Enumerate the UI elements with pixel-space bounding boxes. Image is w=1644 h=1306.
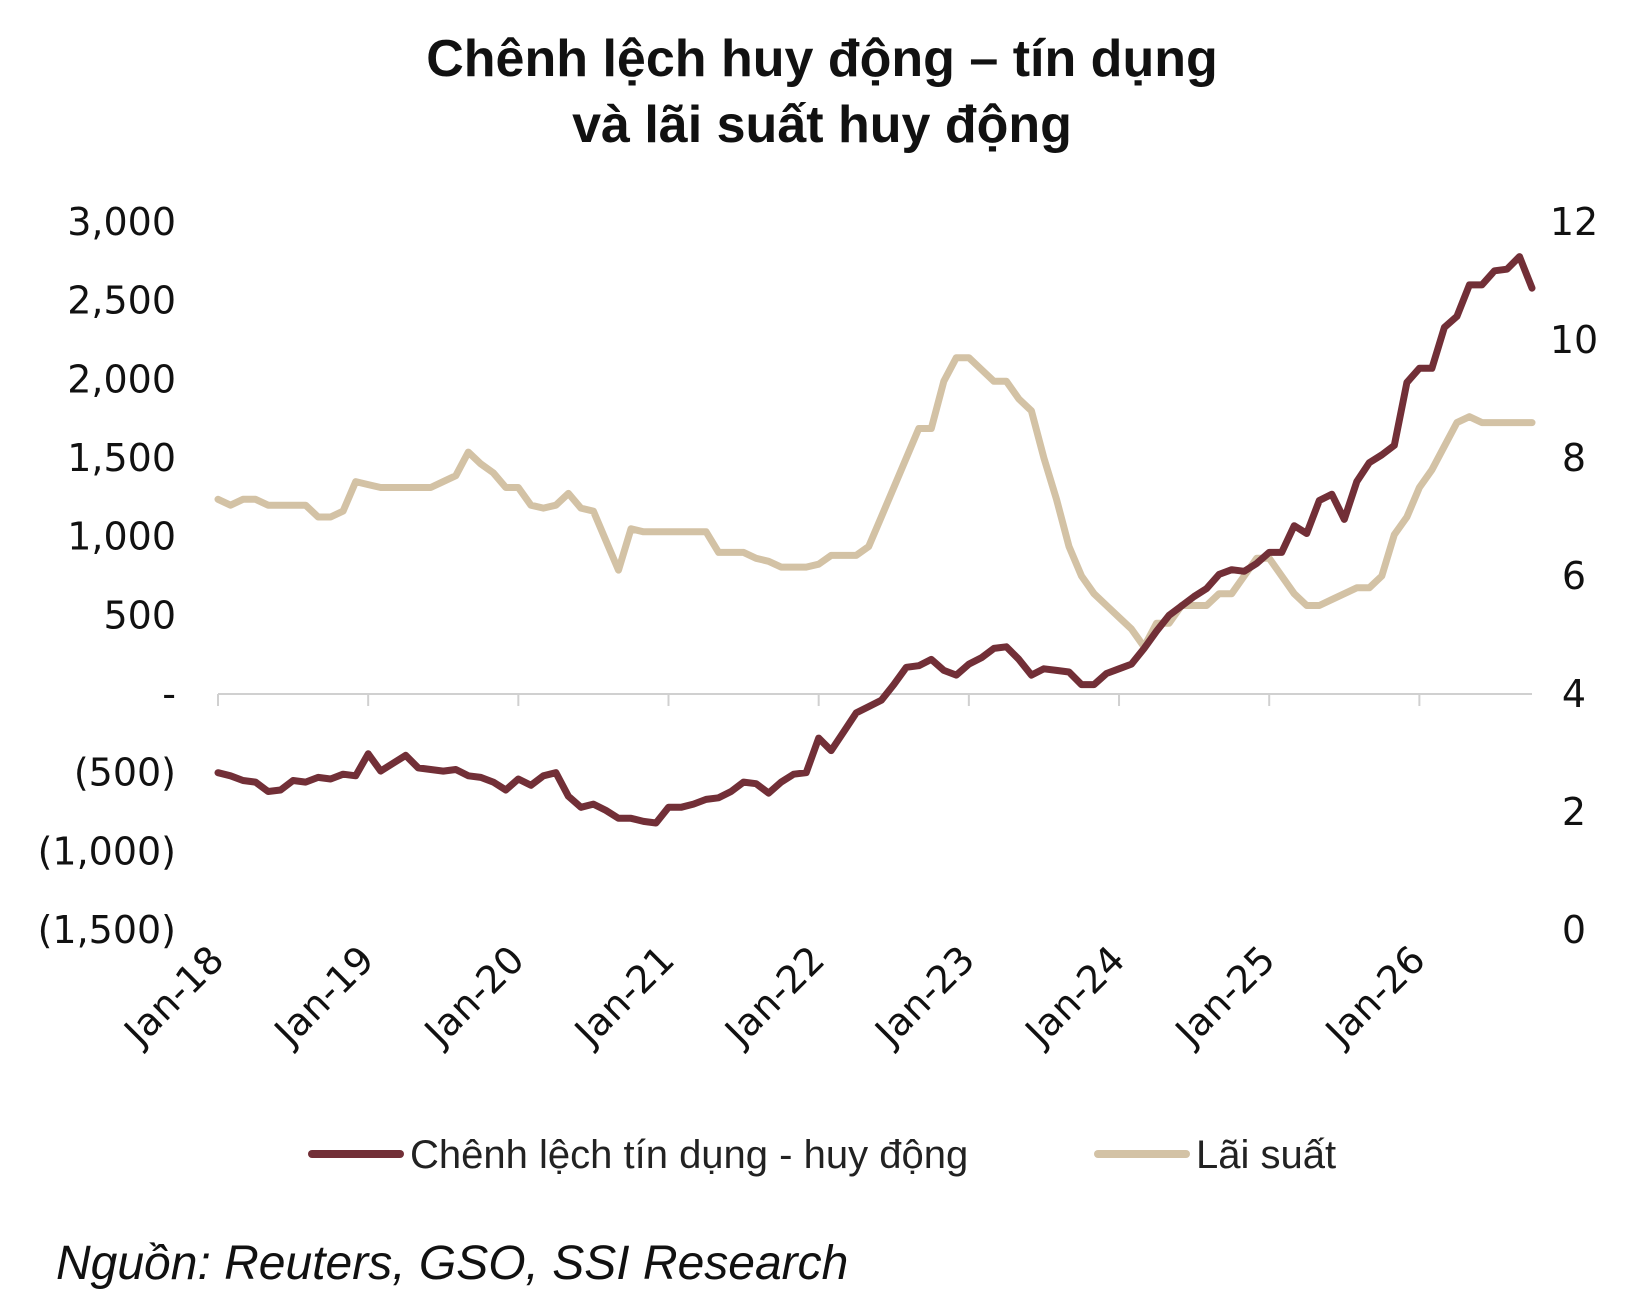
left-tick-label: 500 <box>103 593 176 637</box>
x-tick-label: Jan-23 <box>865 937 983 1055</box>
right-axis: 12 10 8 6 4 2 0 <box>1550 200 1598 952</box>
x-tick-label: Jan-24 <box>1016 937 1134 1055</box>
x-tick-label: Jan-21 <box>565 937 683 1055</box>
right-tick-label: 6 <box>1562 554 1586 598</box>
right-tick-label: 10 <box>1550 318 1598 362</box>
chart-title-line-1: Chênh lệch huy động – tín dụng <box>426 30 1218 88</box>
series-line-rate <box>214 354 1536 651</box>
left-tick-label: 2,500 <box>67 279 176 323</box>
source-note: Nguồn: Reuters, GSO, SSI Research <box>56 1237 849 1290</box>
left-tick-label: 1,500 <box>67 436 176 480</box>
chart-title: Chênh lệch huy động – tín dụng và lãi su… <box>0 26 1644 158</box>
left-tick-label: (500) <box>74 751 176 795</box>
left-tick-label: 1,000 <box>67 515 176 559</box>
chart-title-line-2: và lãi suất huy động <box>572 96 1072 154</box>
plot-area <box>214 253 1536 827</box>
x-tick-label: Jan-18 <box>115 937 233 1055</box>
x-axis: Jan-18 Jan-19 Jan-20 Jan-21 Jan-22 Jan-23 Jan-… <box>115 694 1434 1055</box>
left-tick-label: (1,500) <box>38 908 176 952</box>
x-tick-label: Jan-19 <box>265 937 383 1055</box>
left-tick-label: 2,000 <box>67 357 176 401</box>
x-tick-label: Jan-22 <box>715 937 833 1055</box>
right-tick-label: 0 <box>1562 908 1586 952</box>
right-tick-label: 8 <box>1562 436 1586 480</box>
right-tick-label: 12 <box>1550 200 1598 244</box>
left-tick-label: 3,000 <box>67 200 176 244</box>
legend: Chênh lệch tín dụng - huy động Lãi suất <box>308 1133 1336 1177</box>
left-tick-label: (1,000) <box>38 829 176 873</box>
legend-label: Lãi suất <box>1196 1133 1336 1177</box>
series-line-spread <box>214 253 1536 827</box>
left-axis: 3,000 2,500 2,000 1,500 1,000 500 - (500) (1,000… <box>38 200 176 952</box>
right-tick-label: 2 <box>1562 790 1586 834</box>
x-tick-label: Jan-25 <box>1166 937 1284 1055</box>
right-tick-label: 4 <box>1562 672 1586 716</box>
x-tick-label: Jan-26 <box>1316 937 1434 1055</box>
legend-label: Chênh lệch tín dụng - huy động <box>410 1133 968 1177</box>
x-tick-label: Jan-20 <box>415 937 533 1055</box>
left-tick-label: - <box>162 672 176 716</box>
